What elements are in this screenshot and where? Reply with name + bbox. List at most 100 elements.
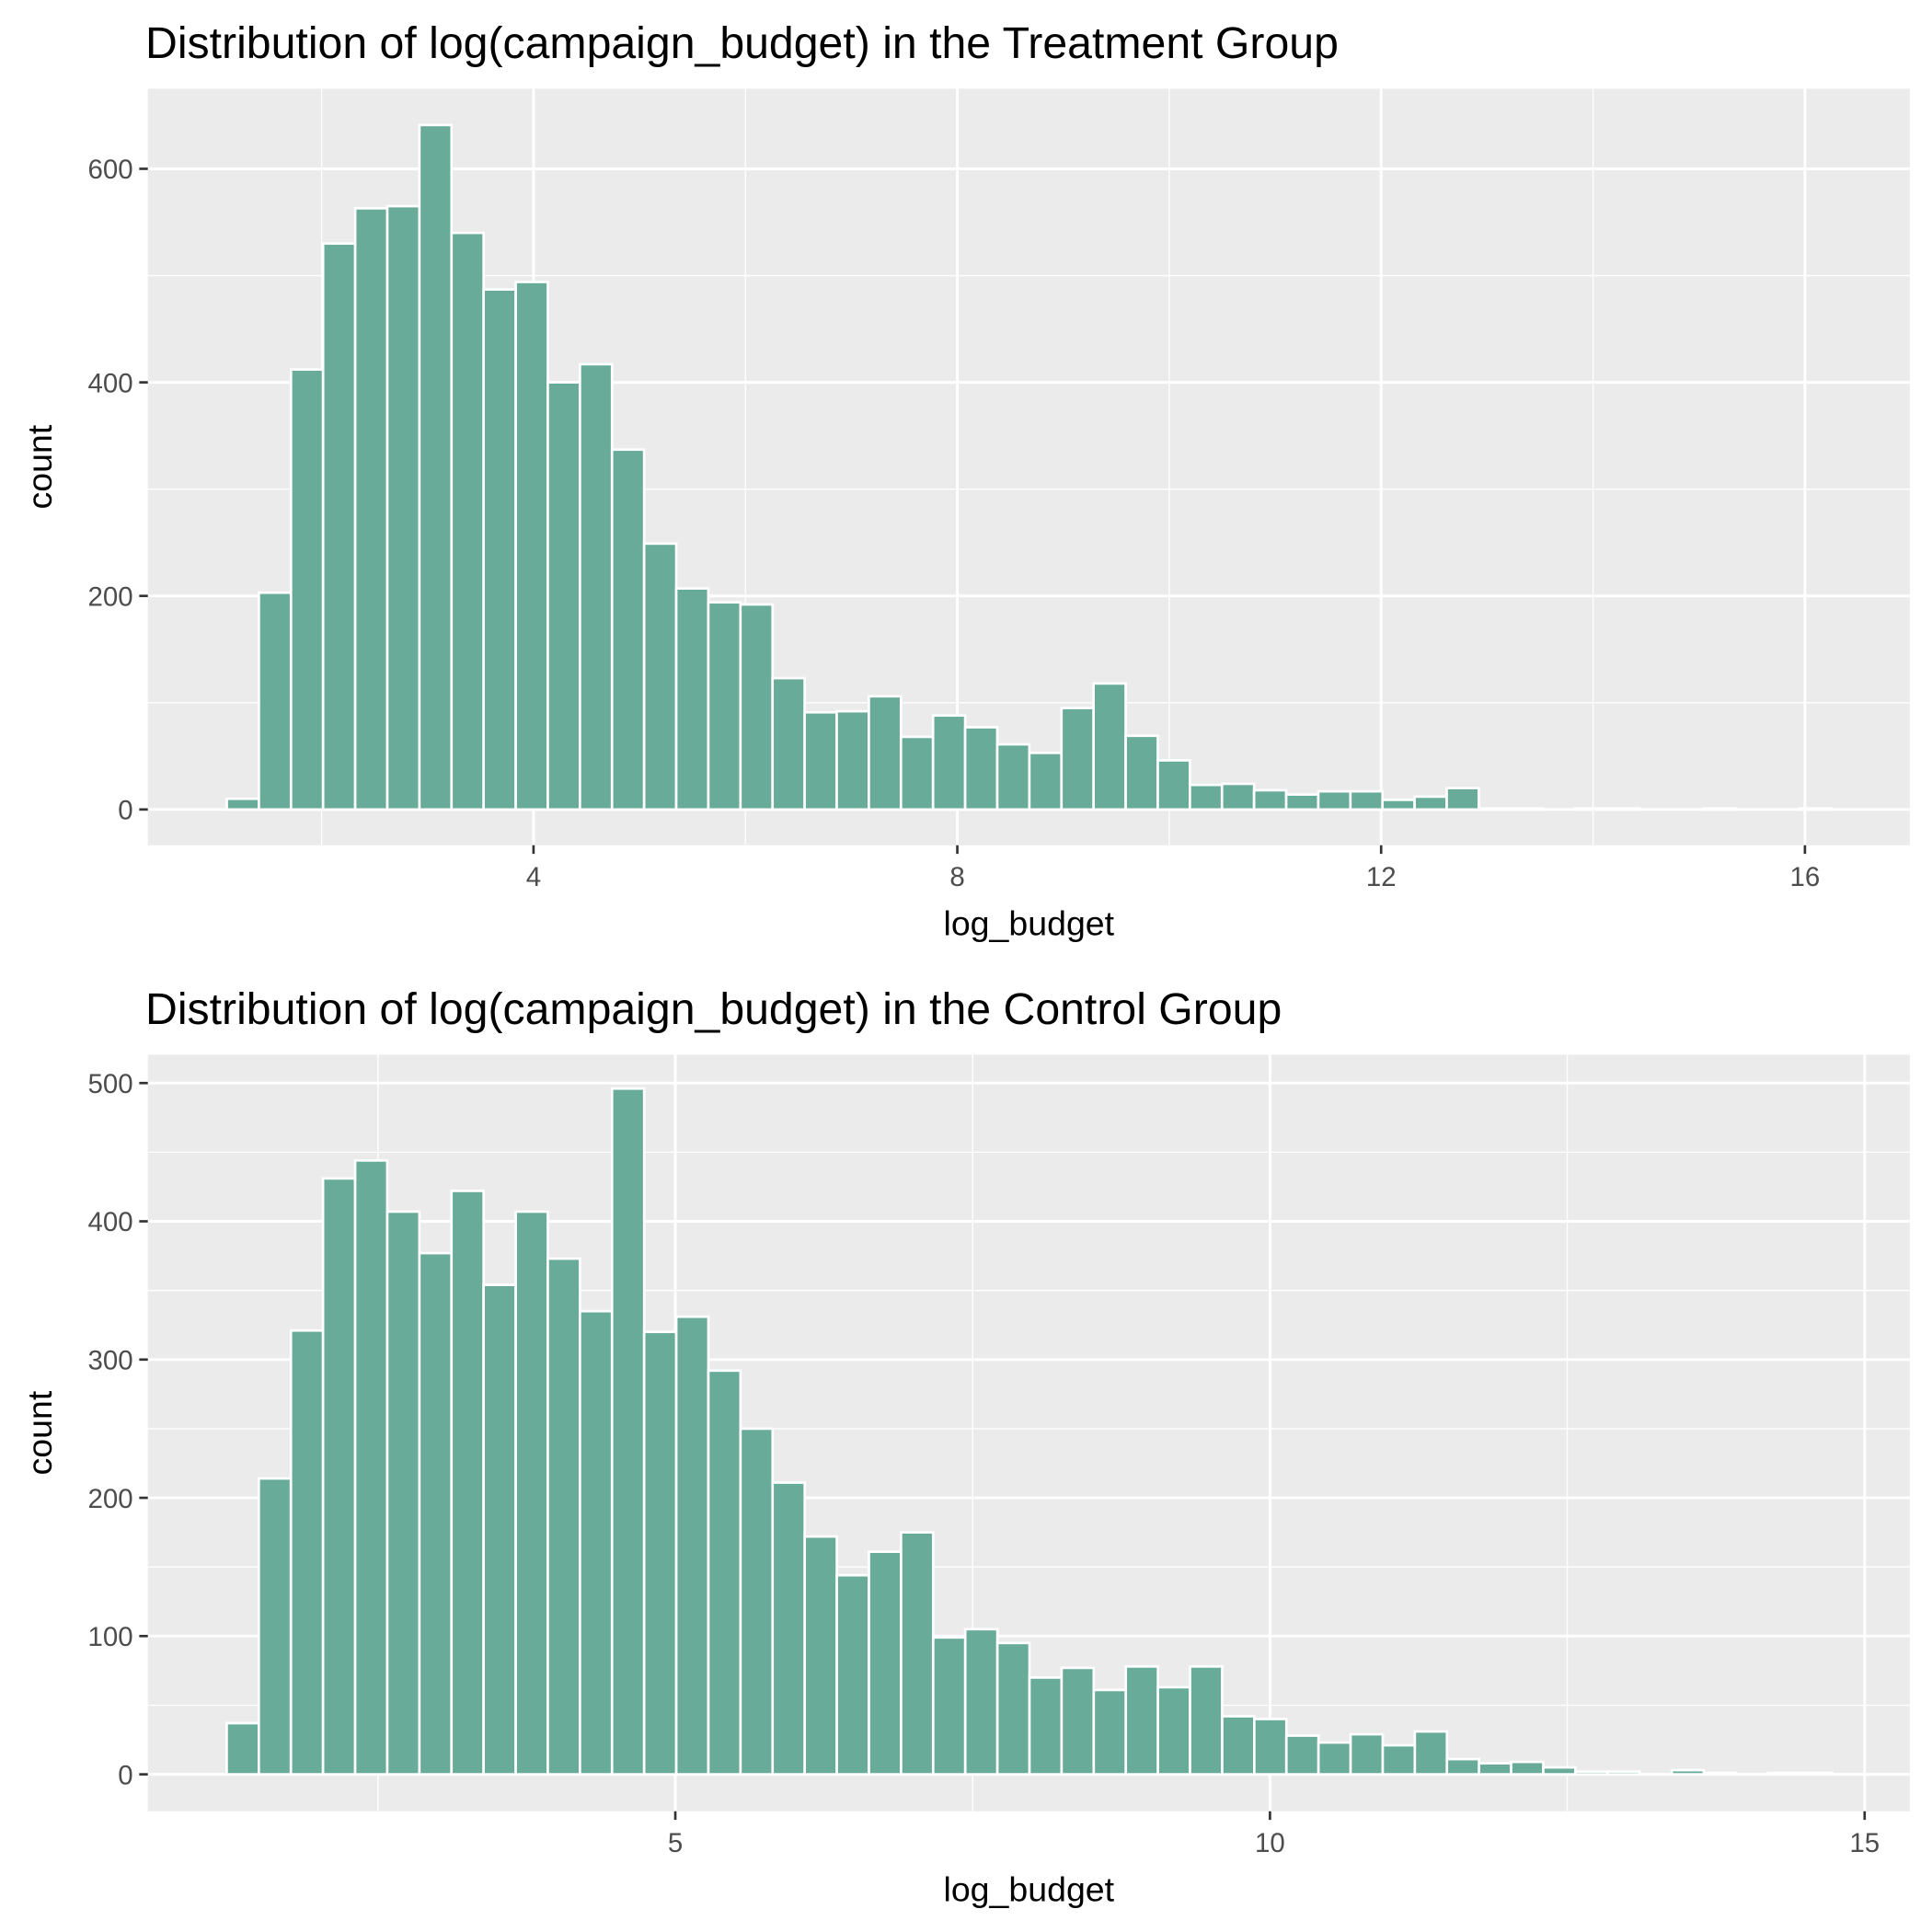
- bar: [1542, 1765, 1577, 1776]
- bar: [1381, 799, 1416, 811]
- chart-title: Distribution of log(campaign_budget) in …: [145, 984, 1282, 1034]
- bar: [1478, 807, 1512, 811]
- bar: [707, 1369, 742, 1776]
- bar: [1510, 1760, 1545, 1776]
- chart-title: Distribution of log(campaign_budget) in …: [145, 18, 1339, 68]
- x-tick-label: 8: [949, 862, 964, 892]
- bar: [707, 601, 742, 811]
- bar: [739, 1427, 775, 1776]
- bar: [1766, 1771, 1802, 1776]
- bar: [1220, 782, 1256, 811]
- bar: [963, 726, 999, 811]
- bar: [1799, 1771, 1834, 1776]
- bar: [1349, 789, 1385, 811]
- y-tick-label: 300: [87, 1346, 132, 1376]
- bar: [579, 362, 614, 811]
- bar: [1092, 1688, 1128, 1776]
- bar: [642, 1330, 678, 1776]
- bar: [289, 368, 325, 811]
- bar: [1413, 1730, 1449, 1776]
- bar: [995, 1641, 1031, 1776]
- x-tick-label: 15: [1849, 1828, 1880, 1858]
- x-tick-label: 5: [668, 1828, 683, 1858]
- bar: [1381, 1743, 1417, 1776]
- bar: [1317, 789, 1352, 811]
- bar: [1284, 1734, 1320, 1776]
- bar: [514, 1210, 549, 1776]
- bar: [225, 1721, 260, 1776]
- y-axis-label: count: [20, 424, 59, 509]
- bar: [225, 797, 260, 811]
- y-tick-label: 0: [118, 1760, 132, 1790]
- bar: [1060, 1666, 1096, 1776]
- bar: [1317, 1741, 1352, 1776]
- bar: [771, 676, 806, 811]
- bar: [321, 242, 357, 811]
- bar: [1028, 1676, 1064, 1776]
- y-tick-label: 400: [87, 1207, 132, 1237]
- bar: [963, 1627, 999, 1776]
- bar: [900, 1531, 935, 1776]
- bar: [1445, 1757, 1481, 1776]
- bar: [1284, 793, 1320, 811]
- bar: [1574, 1770, 1609, 1776]
- bar: [1124, 734, 1159, 811]
- bar: [1189, 1665, 1224, 1776]
- bar: [1799, 807, 1834, 811]
- bar: [1349, 1732, 1385, 1776]
- bar: [1028, 752, 1064, 811]
- bar: [1573, 807, 1609, 811]
- bar: [1605, 807, 1641, 811]
- y-axis-label: count: [20, 1390, 59, 1475]
- bar: [353, 1159, 389, 1776]
- bar: [803, 1535, 838, 1776]
- bar: [514, 281, 549, 811]
- bar: [418, 1251, 454, 1776]
- x-tick-label: 16: [1789, 862, 1820, 892]
- x-tick-label: 4: [526, 862, 541, 892]
- bar: [642, 542, 678, 811]
- bar: [450, 1190, 485, 1776]
- bar: [1670, 1768, 1706, 1776]
- bar: [546, 381, 581, 811]
- y-tick-label: 200: [87, 581, 132, 612]
- y-tick-label: 600: [87, 155, 132, 185]
- bar: [1413, 795, 1448, 811]
- bar: [739, 603, 775, 811]
- bar: [931, 714, 967, 811]
- bar: [868, 695, 903, 811]
- bar: [1445, 787, 1480, 811]
- bar: [1124, 1665, 1159, 1776]
- bar: [1189, 783, 1224, 811]
- bar: [771, 1481, 807, 1776]
- bar: [1156, 1685, 1191, 1776]
- bar: [610, 448, 646, 811]
- bar: [1702, 807, 1737, 811]
- bar: [931, 1636, 967, 1776]
- bar: [899, 735, 935, 811]
- bar: [1060, 707, 1096, 811]
- bar: [353, 207, 389, 811]
- y-tick-label: 0: [118, 796, 132, 826]
- bar: [1509, 807, 1545, 811]
- bar: [289, 1328, 325, 1776]
- bar: [835, 1573, 870, 1776]
- bar: [1253, 1718, 1288, 1776]
- x-axis-label: log_budget: [943, 1870, 1114, 1909]
- bar: [1221, 1715, 1256, 1776]
- bar: [450, 231, 486, 811]
- bar: [803, 710, 838, 811]
- bar: [674, 1315, 710, 1776]
- bar: [610, 1087, 646, 1776]
- bar: [546, 1257, 581, 1776]
- bar: [482, 1283, 517, 1776]
- x-tick-label: 12: [1366, 862, 1397, 892]
- bar: [385, 204, 421, 811]
- bar: [482, 288, 517, 811]
- bar: [1156, 759, 1191, 811]
- y-tick-label: 200: [87, 1484, 132, 1514]
- bar: [321, 1177, 357, 1776]
- bar: [1605, 1770, 1641, 1776]
